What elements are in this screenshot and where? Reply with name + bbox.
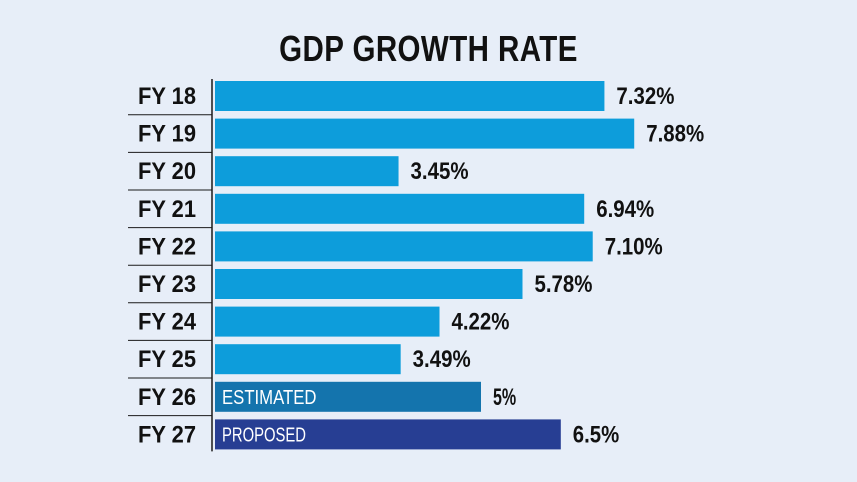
category-label: FY 18: [138, 83, 196, 110]
chart-title: GDP GROWTH RATE: [279, 28, 578, 69]
value-label: 4.22%: [452, 309, 510, 336]
category-label: FY 27: [138, 421, 196, 448]
category-label: FY 26: [138, 384, 196, 411]
category-label: FY 25: [138, 346, 196, 373]
bar: [215, 381, 481, 412]
value-label: 6.5%: [573, 421, 619, 448]
bar: [215, 344, 401, 375]
value-label: 6.94%: [596, 196, 654, 223]
bar: [215, 193, 585, 224]
category-label: FY 24: [138, 309, 197, 336]
bar: [215, 419, 561, 450]
bar-inner-label: ESTIMATED: [222, 387, 317, 409]
value-label: 5.78%: [534, 271, 592, 298]
bar: [215, 306, 440, 337]
value-label: 3.49%: [413, 346, 471, 373]
value-label: 7.10%: [605, 233, 663, 260]
category-label: FY 19: [138, 121, 196, 148]
category-label: FY 20: [138, 158, 196, 185]
bar: [215, 269, 523, 299]
value-label: 3.45%: [411, 158, 469, 185]
bar: [215, 81, 605, 111]
bar: [215, 231, 593, 262]
value-label: 7.32%: [616, 83, 674, 110]
value-label: 7.88%: [646, 121, 704, 148]
bar-inner-label: PROPOSED: [222, 424, 306, 446]
category-label: FY 23: [138, 271, 196, 298]
category-label: FY 21: [138, 196, 196, 223]
value-label: 5%: [493, 384, 516, 411]
category-label: FY 22: [138, 233, 196, 260]
bar: [215, 156, 399, 187]
bar: [215, 118, 635, 149]
